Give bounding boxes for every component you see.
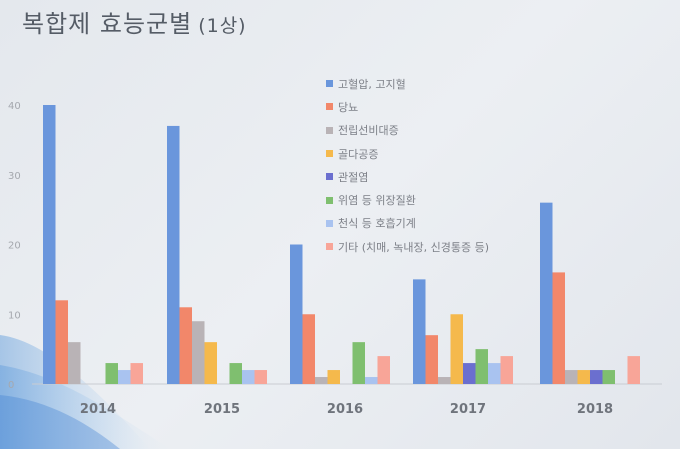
bar [242, 370, 255, 384]
bar [55, 300, 68, 384]
legend-label: 전립선비대증 [338, 124, 399, 138]
bar [327, 370, 340, 384]
bar [500, 356, 513, 384]
legend-swatch [326, 80, 333, 88]
bar [413, 279, 426, 384]
bar [290, 244, 303, 384]
bar [590, 370, 603, 384]
y-tick-label: 30 [8, 171, 21, 182]
x-tick-label: 2014 [80, 402, 116, 417]
legend-label: 당뇨 [338, 100, 359, 114]
legend-swatch [326, 219, 333, 227]
bar [105, 363, 118, 384]
bar [552, 272, 565, 384]
y-tick-label: 20 [8, 241, 21, 252]
y-tick-label: 0 [8, 380, 14, 391]
legend-swatch [326, 173, 333, 181]
bar [254, 370, 267, 384]
legend-swatch [326, 103, 333, 111]
bar [130, 363, 143, 384]
chart-title: 복합제 효능군별 (1상) [22, 4, 247, 39]
legend-item: 위염 등 위장질환 [326, 188, 489, 211]
x-tick-label: 2016 [327, 402, 363, 417]
legend-label: 위염 등 위장질환 [338, 194, 416, 208]
bar [204, 342, 217, 384]
legend-label: 관절염 [338, 170, 369, 184]
legend-swatch [326, 150, 333, 158]
legend-swatch [326, 126, 333, 134]
x-tick-label: 2018 [577, 402, 613, 417]
bar [68, 342, 81, 384]
bar [475, 349, 488, 384]
bar [179, 307, 192, 384]
bar [302, 314, 315, 384]
legend-label: 골다공증 [338, 147, 379, 161]
bar [167, 125, 180, 385]
title-text: 복합제 효능군별 [22, 10, 193, 38]
legend-item: 당뇨 [326, 95, 489, 118]
bar [450, 314, 463, 384]
legend-swatch [326, 196, 333, 204]
x-tick-label: 2015 [204, 402, 240, 417]
bar [438, 377, 451, 384]
legend-label: 고혈압, 고지혈 [338, 77, 406, 91]
legend-label: 천식 등 호흡기계 [338, 217, 416, 231]
y-tick-label: 10 [8, 310, 21, 321]
legend-label: 기타 (치매, 녹내장, 신경통증 등) [338, 240, 490, 254]
bar [352, 342, 365, 384]
bar [488, 363, 501, 384]
bar [425, 335, 438, 384]
legend-item: 전립선비대증 [326, 119, 489, 142]
bar [315, 377, 328, 384]
decorative-swoosh [0, 335, 170, 449]
legend-swatch [326, 243, 333, 251]
bar [229, 363, 242, 384]
bar [602, 370, 615, 384]
bar [463, 363, 476, 384]
bar [192, 321, 205, 384]
legend-item: 고혈압, 고지혈 [326, 72, 489, 95]
y-tick-label: 40 [8, 101, 21, 112]
subtitle-text: (1상) [198, 15, 247, 37]
bar [365, 377, 378, 384]
legend-item: 천식 등 호흡기계 [326, 212, 489, 235]
bar [627, 356, 640, 384]
legend-item: 골다공증 [326, 142, 489, 165]
legend-item: 관절염 [326, 165, 489, 188]
bar [540, 202, 553, 384]
bar [118, 370, 131, 384]
bar [377, 356, 390, 384]
bar [565, 370, 578, 384]
legend-item: 기타 (치매, 녹내장, 신경통증 등) [326, 235, 489, 258]
bar [43, 105, 56, 384]
bar [577, 370, 590, 384]
x-tick-label: 2017 [450, 402, 486, 417]
